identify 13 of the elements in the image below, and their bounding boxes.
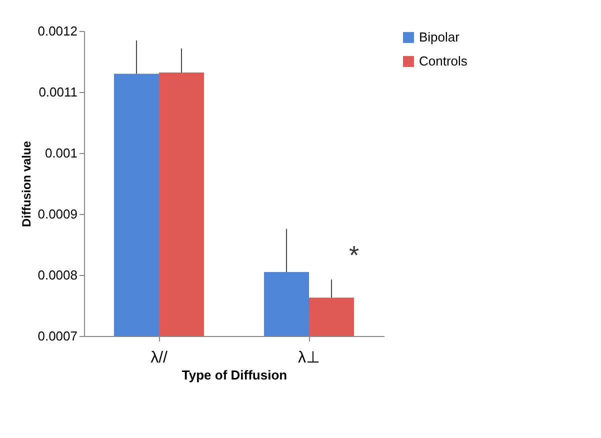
legend-label: Controls xyxy=(419,54,468,68)
legend-label: Bipolar xyxy=(419,30,460,44)
annotation: * xyxy=(348,240,360,270)
y-tick-label: 0.0007 xyxy=(38,328,78,344)
y-axis-title: Diffusion value xyxy=(20,140,34,228)
x-tick-label: λ⊥ xyxy=(298,350,320,366)
y-tick-label: 0.001 xyxy=(44,146,78,160)
y-tick-label: 0.0009 xyxy=(38,206,78,222)
y-tick-label: 0.0011 xyxy=(38,84,78,100)
y-tick-label: 0.0012 xyxy=(38,24,78,38)
y-tick-label: 0.0008 xyxy=(38,268,78,282)
x-tick-label: λ// xyxy=(150,350,168,366)
x-axis-title: Type of Diffusion xyxy=(182,368,288,382)
